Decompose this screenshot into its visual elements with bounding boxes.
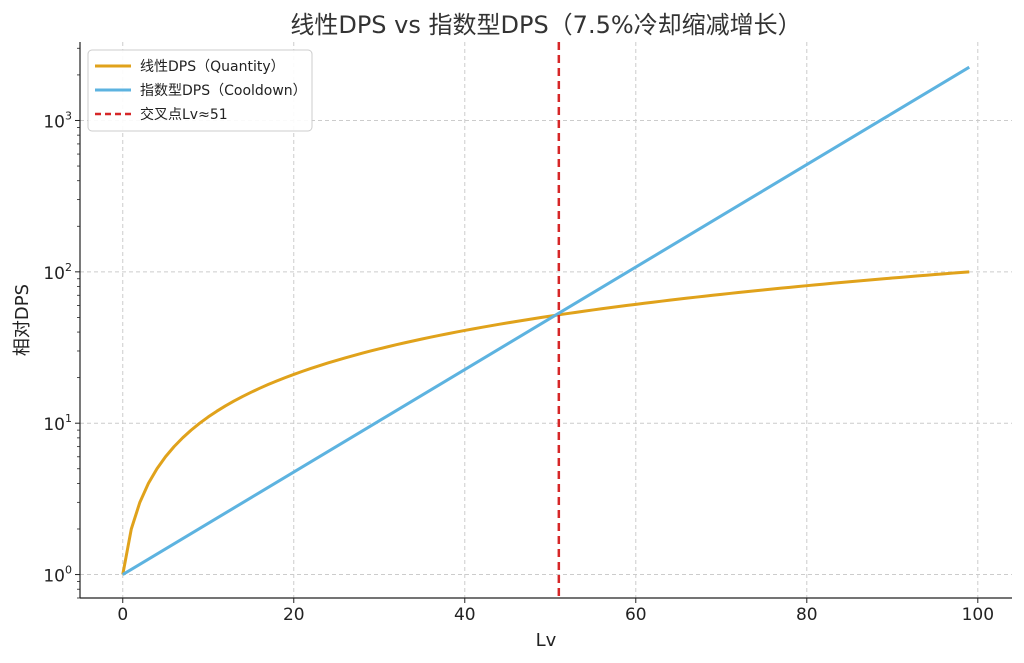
y-tick-label: 102 <box>43 261 72 284</box>
series-line <box>121 65 971 576</box>
x-tick-label: 0 <box>117 605 128 625</box>
x-tick-label: 40 <box>454 605 476 625</box>
y-tick-label: 101 <box>43 412 72 435</box>
legend-label: 指数型DPS（Cooldown） <box>140 83 307 99</box>
x-axis-ticks: 0 20 40 60 80 100 <box>117 598 994 625</box>
x-axis-label: Lv <box>536 630 557 651</box>
y-axis-ticks: 100 101 102 103 <box>43 47 80 599</box>
y-tick-label: 100 <box>43 564 72 587</box>
x-tick-label: 60 <box>625 605 647 625</box>
legend: 线性DPS（Quantity） 指数型DPS（Cooldown） 交叉点Lv≈51 <box>87 49 313 132</box>
plot-area <box>121 42 971 598</box>
x-tick-label: 100 <box>962 605 994 625</box>
y-axis-label: 相对DPS <box>12 284 33 356</box>
x-tick-label: 20 <box>283 605 305 625</box>
series-line <box>121 270 970 575</box>
legend-label: 交叉点Lv≈51 <box>140 106 228 123</box>
legend-box <box>87 49 313 132</box>
x-tick-label: 80 <box>796 605 818 625</box>
y-tick-label: 103 <box>43 109 72 132</box>
chart-title: 线性DPS vs 指数型DPS（7.5%冷却缩减增长） <box>290 11 801 39</box>
legend-label: 线性DPS（Quantity） <box>140 59 285 75</box>
